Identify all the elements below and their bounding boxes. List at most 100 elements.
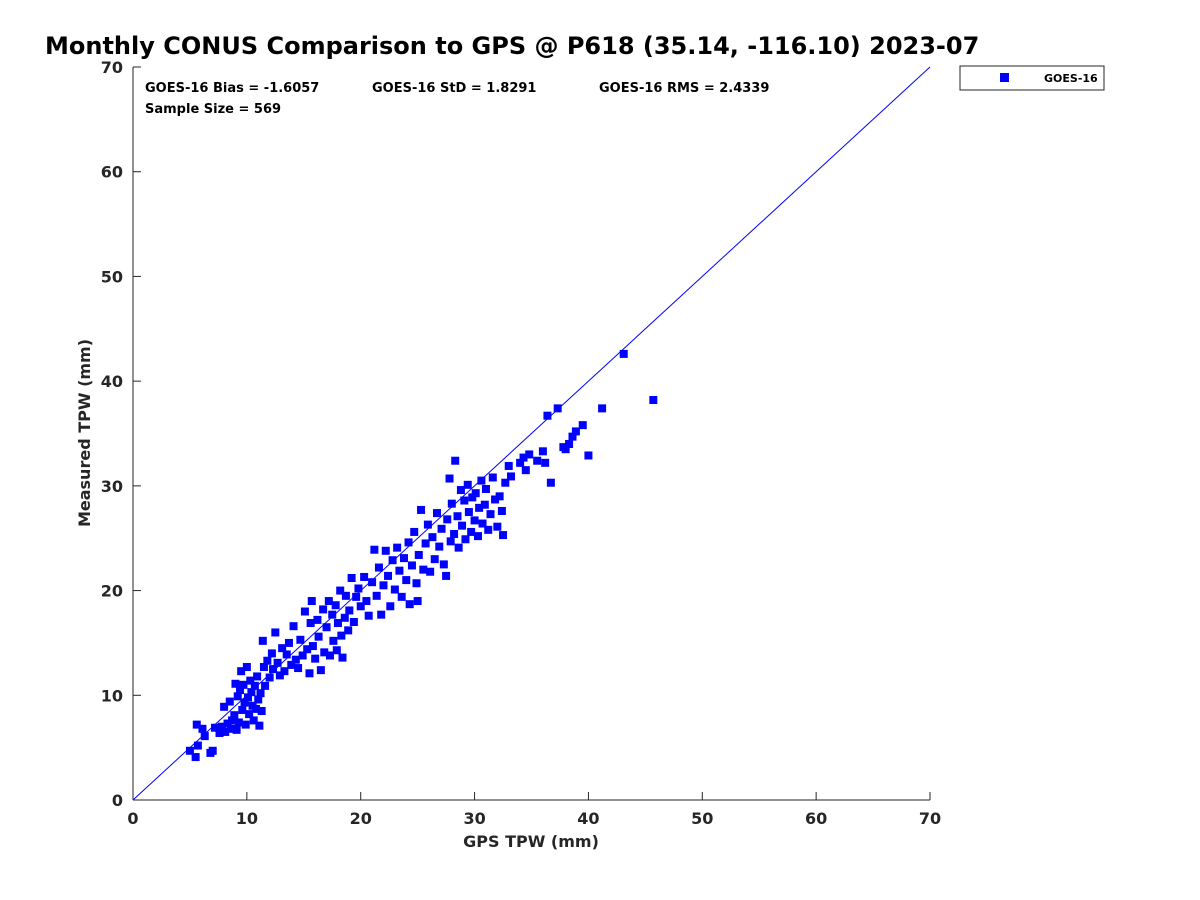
data-point [228, 716, 237, 725]
data-point [238, 705, 247, 714]
legend-box [959, 65, 1105, 91]
data-point [521, 466, 530, 475]
data-point [303, 645, 312, 654]
data-point [538, 447, 547, 456]
data-point [360, 572, 369, 581]
data-point [278, 644, 287, 653]
legend-marker [1000, 73, 1009, 82]
data-point [390, 585, 399, 594]
data-point [488, 473, 497, 482]
x-tick-label: 0 [127, 809, 138, 828]
data-point [372, 591, 381, 600]
data-point [254, 695, 263, 704]
data-point [231, 679, 240, 688]
data-point [324, 597, 333, 606]
data-point [471, 489, 480, 498]
data-point [451, 456, 460, 465]
data-point [344, 626, 353, 635]
data-point [525, 450, 534, 459]
data-point [332, 646, 341, 655]
data-point [565, 439, 574, 448]
data-point [298, 651, 307, 660]
data-point [423, 520, 432, 529]
data-point [561, 445, 570, 454]
data-point [584, 451, 593, 460]
data-point [388, 556, 397, 565]
data-point [275, 671, 284, 680]
y-tick-label: 40 [101, 372, 123, 391]
chart-title: Monthly CONUS Comparison to GPS @ P618 (… [45, 32, 979, 60]
data-point [553, 404, 562, 413]
data-point [258, 636, 267, 645]
data-point [460, 496, 469, 505]
data-point [313, 615, 322, 624]
data-point [294, 664, 303, 673]
data-point [417, 505, 426, 514]
data-point [217, 722, 226, 731]
data-point [495, 492, 504, 501]
data-point [362, 597, 371, 606]
data-point [519, 453, 528, 462]
data-point [473, 532, 482, 541]
data-point [368, 578, 377, 587]
y-ticks: 0 10 20 30 40 50 60 70 [101, 58, 141, 810]
data-point [289, 622, 298, 631]
legend-label: GOES-16 [1044, 72, 1098, 85]
data-point [269, 665, 278, 674]
data-point [265, 673, 274, 682]
data-point [225, 697, 234, 706]
y-tick-label: 50 [101, 267, 123, 286]
data-point [316, 666, 325, 675]
data-point [437, 524, 446, 533]
data-point [287, 660, 296, 669]
data-point [412, 579, 421, 588]
data-point [338, 653, 347, 662]
data-point [261, 681, 270, 690]
data-point [454, 543, 463, 552]
data-point [407, 561, 416, 570]
y-tick-label: 60 [101, 163, 123, 182]
data-point [568, 432, 577, 441]
data-point [507, 472, 516, 481]
data-point [250, 681, 259, 690]
data-point [210, 723, 219, 732]
data-point [311, 654, 320, 663]
data-point [267, 649, 276, 658]
data-point [432, 509, 441, 518]
data-point [208, 746, 217, 755]
data-point [364, 611, 373, 620]
sample-size-stat: Sample Size = 569 [145, 102, 281, 117]
x-axis-label: GPS TPW (mm) [463, 832, 599, 851]
data-point [354, 584, 363, 593]
data-point [484, 525, 493, 534]
data-point [223, 719, 232, 728]
data-point [331, 601, 340, 610]
data-point [253, 672, 262, 681]
data-point [259, 663, 268, 672]
data-point [377, 610, 386, 619]
data-point [386, 602, 395, 611]
data-point [426, 567, 435, 576]
data-point [374, 563, 383, 572]
data-point [571, 427, 580, 436]
data-point [395, 566, 404, 575]
data-point [478, 519, 487, 528]
data-point [464, 508, 473, 517]
data-point [381, 546, 390, 555]
data-point [405, 600, 414, 609]
data-point [192, 720, 201, 729]
data-point [453, 512, 462, 521]
data-point [308, 642, 317, 651]
y-tick-label: 10 [101, 686, 123, 705]
data-point [236, 686, 245, 695]
data-point [501, 478, 510, 487]
data-point [456, 486, 465, 495]
data-point [234, 718, 243, 727]
data-point [349, 617, 358, 626]
data-point [333, 619, 342, 628]
data-point [410, 527, 419, 536]
std-stat: GOES-16 StD = 1.8291 [372, 81, 536, 96]
data-point [273, 658, 282, 667]
data-point [328, 610, 337, 619]
data-point [543, 411, 552, 420]
